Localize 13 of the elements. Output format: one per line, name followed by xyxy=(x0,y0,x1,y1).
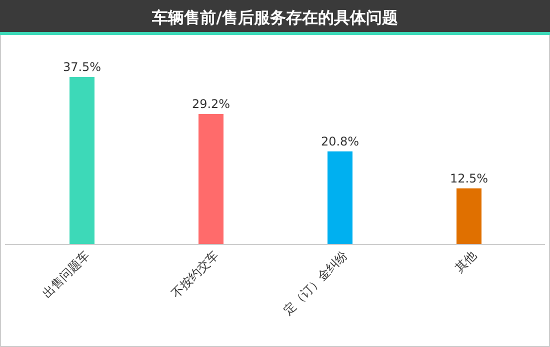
bar xyxy=(456,188,482,244)
data-label: 37.5% xyxy=(62,60,102,74)
data-label: 29.2% xyxy=(192,96,230,111)
data-label: 20.8% xyxy=(320,134,360,148)
bar xyxy=(328,151,352,244)
x-tick-label: 其他 xyxy=(452,248,480,276)
data-label: 12.5% xyxy=(450,171,488,186)
bar xyxy=(70,77,94,244)
x-tick-label: 不按约交车 xyxy=(168,248,222,301)
bar xyxy=(198,114,224,244)
chart-title: 车辆售前/售后服务存在的具体问题 xyxy=(151,8,398,27)
x-tick-label: 定（订）金纠纷 xyxy=(280,248,350,318)
x-tick-label: 出售问题车 xyxy=(40,248,92,301)
